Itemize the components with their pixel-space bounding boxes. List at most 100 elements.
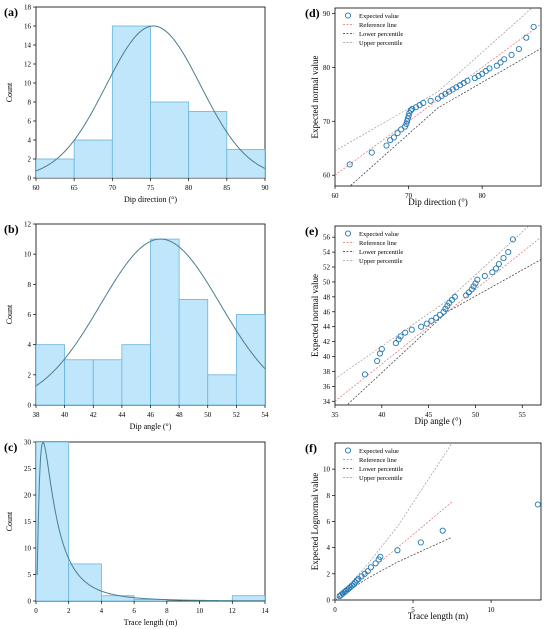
y-tick-label: 0 bbox=[28, 598, 32, 606]
y-tick-label: 14 bbox=[24, 42, 32, 50]
legend: Expected value Reference line Lower percen… bbox=[343, 12, 403, 47]
x-tick-label: 42 bbox=[90, 411, 98, 419]
x-tick-label: 10 bbox=[488, 606, 496, 614]
upper-percentile-line bbox=[335, 8, 533, 152]
y-tick-label: 12 bbox=[24, 61, 32, 69]
fit-curve bbox=[36, 25, 265, 172]
data-point bbox=[444, 302, 451, 309]
legend: Expected value Reference line Lower percen… bbox=[343, 230, 403, 265]
chart-panel-6: (f) 0 5 10 0 2 4 6 8 10 Trace length (m) Expected L… bbox=[305, 441, 542, 621]
data-point bbox=[346, 161, 353, 168]
data-point bbox=[470, 283, 477, 290]
histogram-bar bbox=[101, 595, 135, 601]
data-point bbox=[500, 255, 507, 262]
y-axis-label: Count bbox=[5, 304, 14, 324]
histogram-bar bbox=[121, 344, 151, 405]
plot-area bbox=[335, 8, 541, 186]
x-tick-label: 0 bbox=[333, 606, 337, 614]
legend-label: Lower percentile bbox=[359, 249, 403, 256]
data-point bbox=[472, 280, 479, 287]
y-tick-label: 2 bbox=[327, 570, 331, 578]
data-point bbox=[489, 269, 496, 276]
x-tick-label: 10 bbox=[196, 607, 204, 615]
x-tick-label: 75 bbox=[147, 184, 155, 192]
legend-marker bbox=[344, 12, 352, 19]
histogram-bar bbox=[188, 111, 228, 178]
data-point bbox=[390, 134, 397, 141]
reference-line bbox=[335, 23, 541, 176]
y-tick-label: 0 bbox=[28, 175, 32, 183]
y-tick-label: 8 bbox=[28, 99, 32, 107]
y-tick-label: 2 bbox=[28, 156, 32, 164]
x-tick-label: 8 bbox=[165, 607, 169, 615]
y-tick-label: 2 bbox=[28, 371, 32, 379]
fit-curve bbox=[36, 238, 265, 387]
legend-label: Upper percentile bbox=[359, 258, 403, 265]
x-tick-label: 50 bbox=[204, 411, 212, 419]
data-point bbox=[440, 308, 447, 315]
histogram-bar bbox=[73, 139, 113, 178]
x-tick-label: 70 bbox=[109, 184, 117, 192]
legend-label: Expected value bbox=[359, 448, 399, 455]
y-tick-label: 10 bbox=[24, 251, 32, 259]
legend-label: Reference line bbox=[359, 22, 397, 29]
histogram-bar bbox=[226, 149, 265, 178]
y-tick-label: 48 bbox=[323, 293, 331, 301]
y-tick-label: 10 bbox=[323, 466, 331, 474]
plot-area bbox=[335, 443, 541, 600]
y-tick-label: 4 bbox=[327, 544, 331, 552]
y-tick-label: 0 bbox=[327, 597, 331, 605]
x-axis-label: Dip angle (°) bbox=[414, 416, 461, 426]
histogram-bar bbox=[111, 25, 151, 178]
y-tick-label: 42 bbox=[323, 338, 331, 346]
x-tick-label: 0 bbox=[34, 607, 38, 615]
y-tick-label: 4 bbox=[28, 341, 32, 349]
x-tick-label: 2 bbox=[67, 607, 71, 615]
data-point bbox=[493, 265, 500, 272]
upper-percentile-line bbox=[335, 443, 453, 600]
reference-line bbox=[335, 236, 541, 402]
y-tick-label: 6 bbox=[327, 518, 331, 526]
data-point bbox=[395, 336, 402, 343]
data-point bbox=[427, 97, 434, 104]
x-tick-label: 50 bbox=[472, 411, 480, 419]
lower-percentile-line bbox=[349, 48, 541, 186]
lower-percentile-line bbox=[346, 259, 541, 405]
data-point bbox=[423, 320, 430, 327]
plot-area bbox=[36, 25, 265, 178]
x-tick-label: 14 bbox=[262, 607, 270, 615]
x-tick-label: 60 bbox=[33, 184, 41, 192]
histogram-bar bbox=[231, 595, 265, 601]
reference-line bbox=[335, 501, 453, 600]
data-point bbox=[353, 577, 360, 584]
data-point bbox=[515, 45, 522, 53]
x-tick-label: 80 bbox=[185, 184, 193, 192]
data-point bbox=[405, 112, 412, 119]
data-point bbox=[436, 311, 443, 318]
x-tick-label: 5 bbox=[411, 606, 415, 614]
histogram-bar bbox=[92, 359, 123, 405]
data-point bbox=[349, 582, 356, 589]
legend-marker bbox=[344, 230, 352, 237]
y-tick-label: 34 bbox=[323, 398, 331, 406]
data-point bbox=[523, 34, 530, 41]
legend-label: Reference line bbox=[359, 240, 397, 247]
data-point bbox=[474, 276, 481, 283]
histogram-bar bbox=[207, 374, 237, 405]
x-tick-label: 35 bbox=[332, 411, 340, 419]
data-point bbox=[464, 77, 471, 84]
legend-label: Reference line bbox=[359, 457, 397, 464]
data-point bbox=[394, 130, 401, 137]
fit-curve bbox=[36, 442, 265, 601]
x-tick-label: 60 bbox=[332, 192, 340, 200]
data-point bbox=[372, 560, 379, 567]
data-point bbox=[439, 527, 446, 534]
data-point bbox=[403, 120, 410, 128]
x-tick-label: 48 bbox=[176, 411, 184, 419]
x-tick-label: 85 bbox=[223, 184, 231, 192]
plot-frame bbox=[334, 225, 542, 406]
y-axis-label: Expected Lognormal value bbox=[310, 473, 320, 570]
chart-panel-1: (a) 60 65 70 75 80 85 90 0 2 4 6 8 10 12 14 16 18 Dip dire… bbox=[4, 4, 269, 205]
y-tick-label: 52 bbox=[323, 264, 331, 272]
data-point bbox=[377, 553, 384, 560]
